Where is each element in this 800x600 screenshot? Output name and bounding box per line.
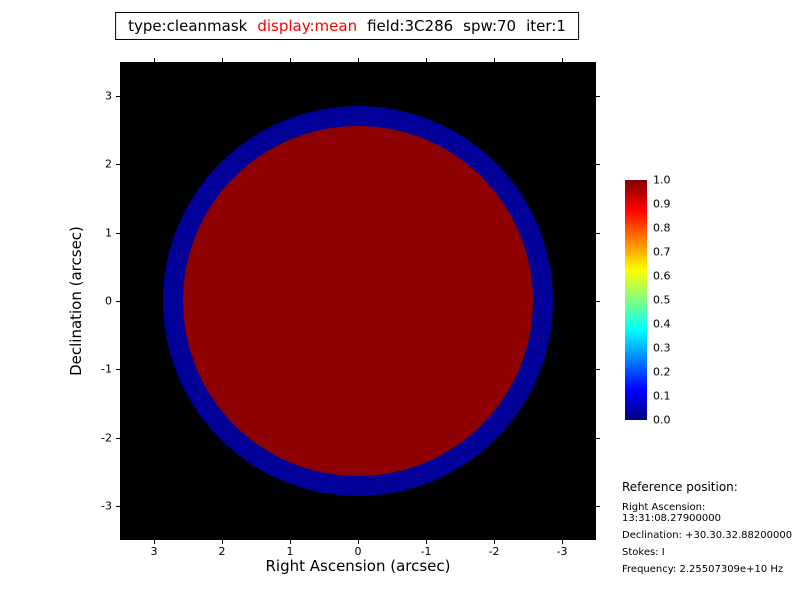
- colorbar-gradient: [625, 180, 647, 420]
- y-tick-mark-right: [596, 505, 600, 507]
- raster-image-area[interactable]: [120, 62, 596, 540]
- colorbar-tick-label: 1.0: [653, 173, 671, 187]
- x-tick-mark: [494, 540, 495, 544]
- x-tick-mark: [358, 540, 359, 544]
- colorbar-tick-label: 0.9: [653, 197, 671, 211]
- reference-position-block: Reference position: Right Ascension: 13:…: [622, 480, 800, 581]
- y-tick-mark: [116, 505, 120, 507]
- colorbar-tick-label: 0.7: [653, 245, 671, 259]
- y-axis-label: Declination (arcsec): [67, 226, 85, 376]
- y-tick-label: 1: [105, 226, 112, 240]
- y-tick-label: -1: [101, 362, 112, 376]
- title-part-0: type:cleanmask: [128, 17, 248, 35]
- y-tick-label: -2: [101, 431, 112, 445]
- mask-core: [183, 126, 533, 476]
- reference-stokes: Stokes: I: [622, 547, 665, 558]
- reference-frequency: Frequency: 2.25507309e+10 Hz: [622, 564, 784, 575]
- x-tick-mark-top: [494, 58, 495, 62]
- x-tick-mark-top: [426, 58, 427, 62]
- x-tick-label: 3: [150, 545, 158, 558]
- y-tick-mark: [116, 232, 120, 234]
- colorbar-tick-label: 0.1: [653, 389, 671, 403]
- y-tick-label: 3: [105, 89, 112, 103]
- y-tick-mark-right: [596, 301, 600, 302]
- x-tick-mark: [154, 540, 155, 544]
- reference-right-ascension: Right Ascension: 13:31:08.27900000: [622, 502, 721, 524]
- title-part-2: field:3C286: [367, 17, 454, 35]
- title-part-4: iter:1: [526, 17, 566, 35]
- x-tick-mark-top: [154, 58, 155, 62]
- x-tick-label: -2: [488, 545, 500, 558]
- colorbar-tick-label: 0.0: [653, 413, 671, 427]
- colorbar-tick-label: 0.6: [653, 269, 671, 283]
- y-tick-mark: [116, 301, 120, 302]
- x-tick-label: -1: [420, 545, 432, 558]
- y-tick-mark: [116, 437, 120, 439]
- title-part-1: display:mean: [257, 17, 358, 35]
- colorbar-tick-label: 0.3: [653, 341, 671, 355]
- colorbar-tick-label: 0.2: [653, 365, 671, 379]
- x-tick-mark-top: [358, 58, 359, 62]
- y-tick-mark: [116, 164, 120, 166]
- colorbar-tick-label: 0.4: [653, 317, 671, 331]
- y-tick-label: 0: [105, 294, 112, 308]
- reference-heading: Reference position:: [622, 480, 738, 494]
- y-tick-mark: [116, 96, 120, 98]
- title-part-3: spw:70: [463, 17, 517, 35]
- x-tick-label: -3: [556, 545, 568, 558]
- y-tick-mark-right: [596, 96, 600, 98]
- x-tick-label: 2: [218, 545, 226, 558]
- y-tick-mark: [116, 369, 120, 371]
- x-tick-mark: [290, 540, 291, 544]
- colorbar-tick-label: 0.8: [653, 221, 671, 235]
- y-tick-mark-right: [596, 437, 600, 439]
- colorbar-tick-label: 0.5: [653, 293, 671, 307]
- x-tick-mark-top: [562, 58, 563, 62]
- x-tick-label: 1: [286, 545, 294, 558]
- x-tick-mark: [562, 540, 563, 544]
- x-tick-mark-top: [222, 58, 223, 62]
- y-tick-label: -3: [101, 499, 112, 513]
- plot-title-box: type:cleanmask display:mean field:3C286 spw…: [115, 12, 579, 40]
- y-tick-mark-right: [596, 232, 600, 234]
- y-tick-label: 2: [105, 157, 112, 171]
- x-axis-label: Right Ascension (arcsec): [265, 557, 451, 575]
- reference-declination: Declination: +30.30.32.88200000: [622, 530, 793, 541]
- x-tick-label: 0: [354, 545, 362, 558]
- y-tick-mark-right: [596, 164, 600, 166]
- y-tick-mark-right: [596, 369, 600, 371]
- x-tick-mark-top: [290, 58, 291, 62]
- x-tick-mark: [222, 540, 223, 544]
- x-tick-mark: [426, 540, 427, 544]
